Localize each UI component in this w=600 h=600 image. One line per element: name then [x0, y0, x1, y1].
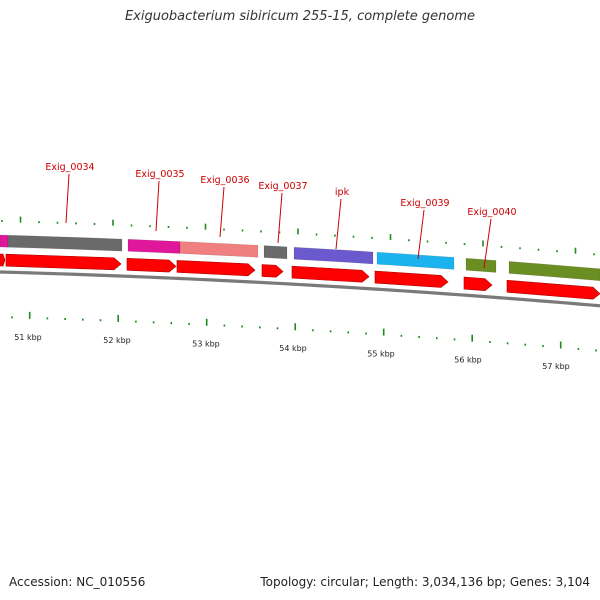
gene-block	[376, 251, 455, 270]
gene-block	[179, 241, 259, 258]
gene-feature-track	[0, 234, 600, 282]
genome-backbone	[0, 270, 600, 308]
scale-label: 51 kbp	[14, 333, 42, 342]
scale-label: 52 kbp	[103, 336, 131, 345]
gene-label: Exig_0034	[45, 162, 94, 173]
gene-label: Exig_0040	[467, 207, 516, 218]
leader-line	[483, 218, 492, 269]
scale-labels: 51 kbp 52 kbp 53 kbp 54 kbp 55 kbp 56 kbp 57 k…	[14, 333, 570, 371]
cds-arrow	[0, 253, 6, 267]
gene-label: ipk	[335, 187, 350, 198]
cds-arrow	[176, 260, 256, 277]
gene-block	[465, 257, 497, 273]
leader-line	[219, 186, 225, 238]
lower-tick-track	[11, 311, 597, 352]
gene-block	[293, 246, 374, 265]
cds-arrow	[5, 253, 122, 271]
scale-label: 56 kbp	[454, 355, 482, 364]
label-leaders	[65, 173, 492, 269]
gene-block	[0, 234, 9, 248]
accession-label: Accession: NC_010556	[9, 575, 146, 589]
gene-block	[263, 245, 288, 260]
leader-line	[65, 173, 70, 224]
gene-label: Exig_0036	[200, 175, 249, 186]
backbone-line	[0, 270, 600, 308]
cds-arrow-track	[0, 253, 600, 300]
upper-tick-track	[1, 216, 595, 256]
cds-arrow	[463, 276, 493, 291]
gene-label: Exig_0039	[400, 198, 449, 209]
gene-block	[508, 261, 600, 282]
scale-label: 53 kbp	[192, 340, 220, 349]
genome-summary: Topology: circular; Length: 3,034,136 bp…	[260, 575, 590, 589]
scale-label: 54 kbp	[279, 344, 307, 353]
leader-line	[155, 180, 160, 232]
leader-line	[417, 209, 425, 260]
cds-arrow	[374, 270, 449, 288]
map-title: Exiguobacterium sibiricum 255-15, comple…	[124, 9, 476, 24]
cds-arrow	[126, 257, 177, 273]
leader-line	[335, 198, 342, 250]
scale-label: 57 kbp	[542, 362, 570, 371]
gene-label: Exig_0035	[135, 169, 184, 180]
cds-arrow	[506, 279, 600, 300]
leader-line	[277, 192, 283, 244]
gene-block	[7, 234, 123, 252]
gene-label: Exig_0037	[258, 181, 307, 192]
cds-arrow	[291, 265, 370, 283]
gene-block	[127, 238, 181, 254]
cds-arrow	[261, 264, 284, 278]
scale-label: 55 kbp	[367, 349, 395, 358]
